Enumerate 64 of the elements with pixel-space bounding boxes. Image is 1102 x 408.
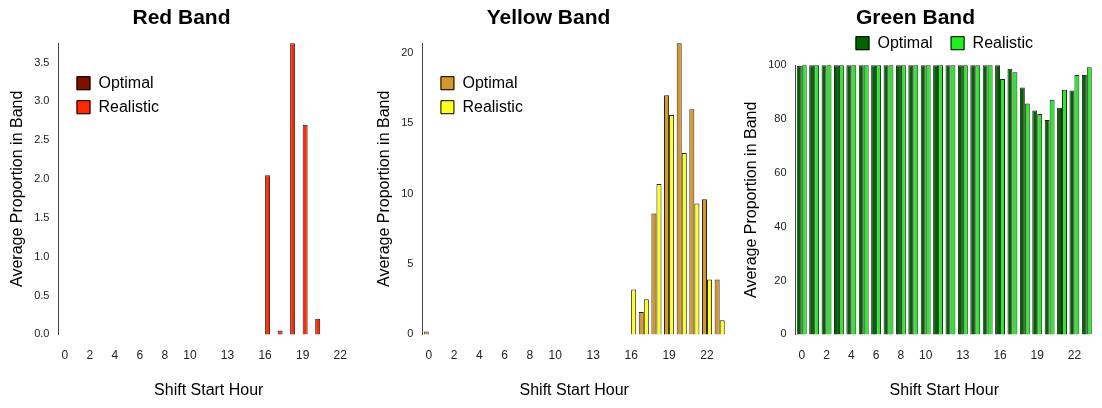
- y-tick-label: 60: [774, 165, 787, 178]
- y-axis-title: Average Proportion in Band: [742, 101, 760, 298]
- y-tick-label: 2.0: [34, 172, 50, 185]
- legend-label: Optimal: [877, 33, 933, 51]
- y-tick-label: 5: [407, 257, 414, 270]
- y-axis-title: Average Proportion in Band: [375, 90, 393, 287]
- y-tick-label: 100: [768, 58, 787, 71]
- y-tick-label: 0: [780, 327, 787, 340]
- x-tick-label: 8: [161, 347, 169, 362]
- x-tick-label: 10: [183, 347, 197, 362]
- chart-title: Yellow Band: [486, 5, 611, 29]
- x-tick-label: 4: [476, 347, 484, 362]
- x-tick-label: 4: [111, 347, 119, 362]
- x-tick-label: 10: [548, 347, 563, 362]
- x-tick-label: 0: [61, 347, 69, 362]
- legend-label: Realistic: [462, 97, 523, 115]
- x-tick-label: 16: [993, 347, 1008, 362]
- x-tick-label: 2: [450, 347, 458, 362]
- x-tick-label: 19: [295, 347, 310, 362]
- x-tick-label: 16: [258, 347, 273, 362]
- y-tick-label: 40: [774, 219, 787, 232]
- x-tick-label: 19: [662, 347, 677, 362]
- legend-label: Realistic: [98, 97, 159, 115]
- y-tick-label: 20: [774, 273, 787, 286]
- x-tick-label: 0: [425, 347, 433, 362]
- y-tick-label: 20: [401, 46, 414, 59]
- y-tick-label: 10: [401, 186, 414, 199]
- x-tick-label: 13: [220, 347, 235, 362]
- x-tick-label: 8: [897, 347, 905, 362]
- x-tick-label: 13: [586, 347, 601, 362]
- y-tick-label: 80: [774, 112, 787, 125]
- y-tick-label: 15: [401, 116, 414, 129]
- chart-title: Green Band: [855, 5, 976, 29]
- legend-label: Realistic: [972, 33, 1034, 51]
- y-axis-title: Average Proportion in Band: [8, 90, 26, 287]
- x-tick-label: 2: [86, 347, 94, 362]
- x-tick-label: 22: [333, 347, 348, 362]
- x-tick-label: 6: [872, 347, 880, 362]
- legend-label: Optimal: [98, 73, 154, 91]
- y-tick-label: 0.5: [34, 288, 50, 301]
- x-tick-label: 8: [526, 347, 534, 362]
- x-tick-label: 10: [919, 347, 933, 362]
- y-tick-label: 2.5: [34, 133, 50, 146]
- x-tick-label: 6: [501, 347, 509, 362]
- x-tick-label: 22: [700, 347, 715, 362]
- y-tick-label: 0: [407, 327, 414, 340]
- x-tick-label: 2: [823, 347, 831, 362]
- x-tick-label: 19: [1030, 347, 1045, 362]
- x-axis-title: Shift Start Hour: [154, 380, 265, 398]
- y-tick-label: 3.0: [34, 94, 50, 107]
- x-axis-title: Shift Start Hour: [519, 380, 630, 398]
- y-tick-label: 0.0: [34, 327, 50, 340]
- x-axis-title: Shift Start Hour: [889, 380, 1000, 398]
- x-tick-label: 22: [1067, 347, 1082, 362]
- y-tick-label: 1.0: [34, 249, 50, 262]
- x-tick-label: 4: [847, 347, 855, 362]
- x-tick-label: 6: [136, 347, 144, 362]
- y-tick-label: 1.5: [34, 210, 50, 223]
- x-tick-label: 13: [956, 347, 970, 362]
- x-tick-label: 16: [624, 347, 639, 362]
- legend-label: Optimal: [462, 73, 518, 91]
- x-tick-label: 0: [798, 347, 806, 362]
- chart-title: Red Band: [132, 5, 231, 29]
- y-tick-label: 3.5: [34, 55, 50, 68]
